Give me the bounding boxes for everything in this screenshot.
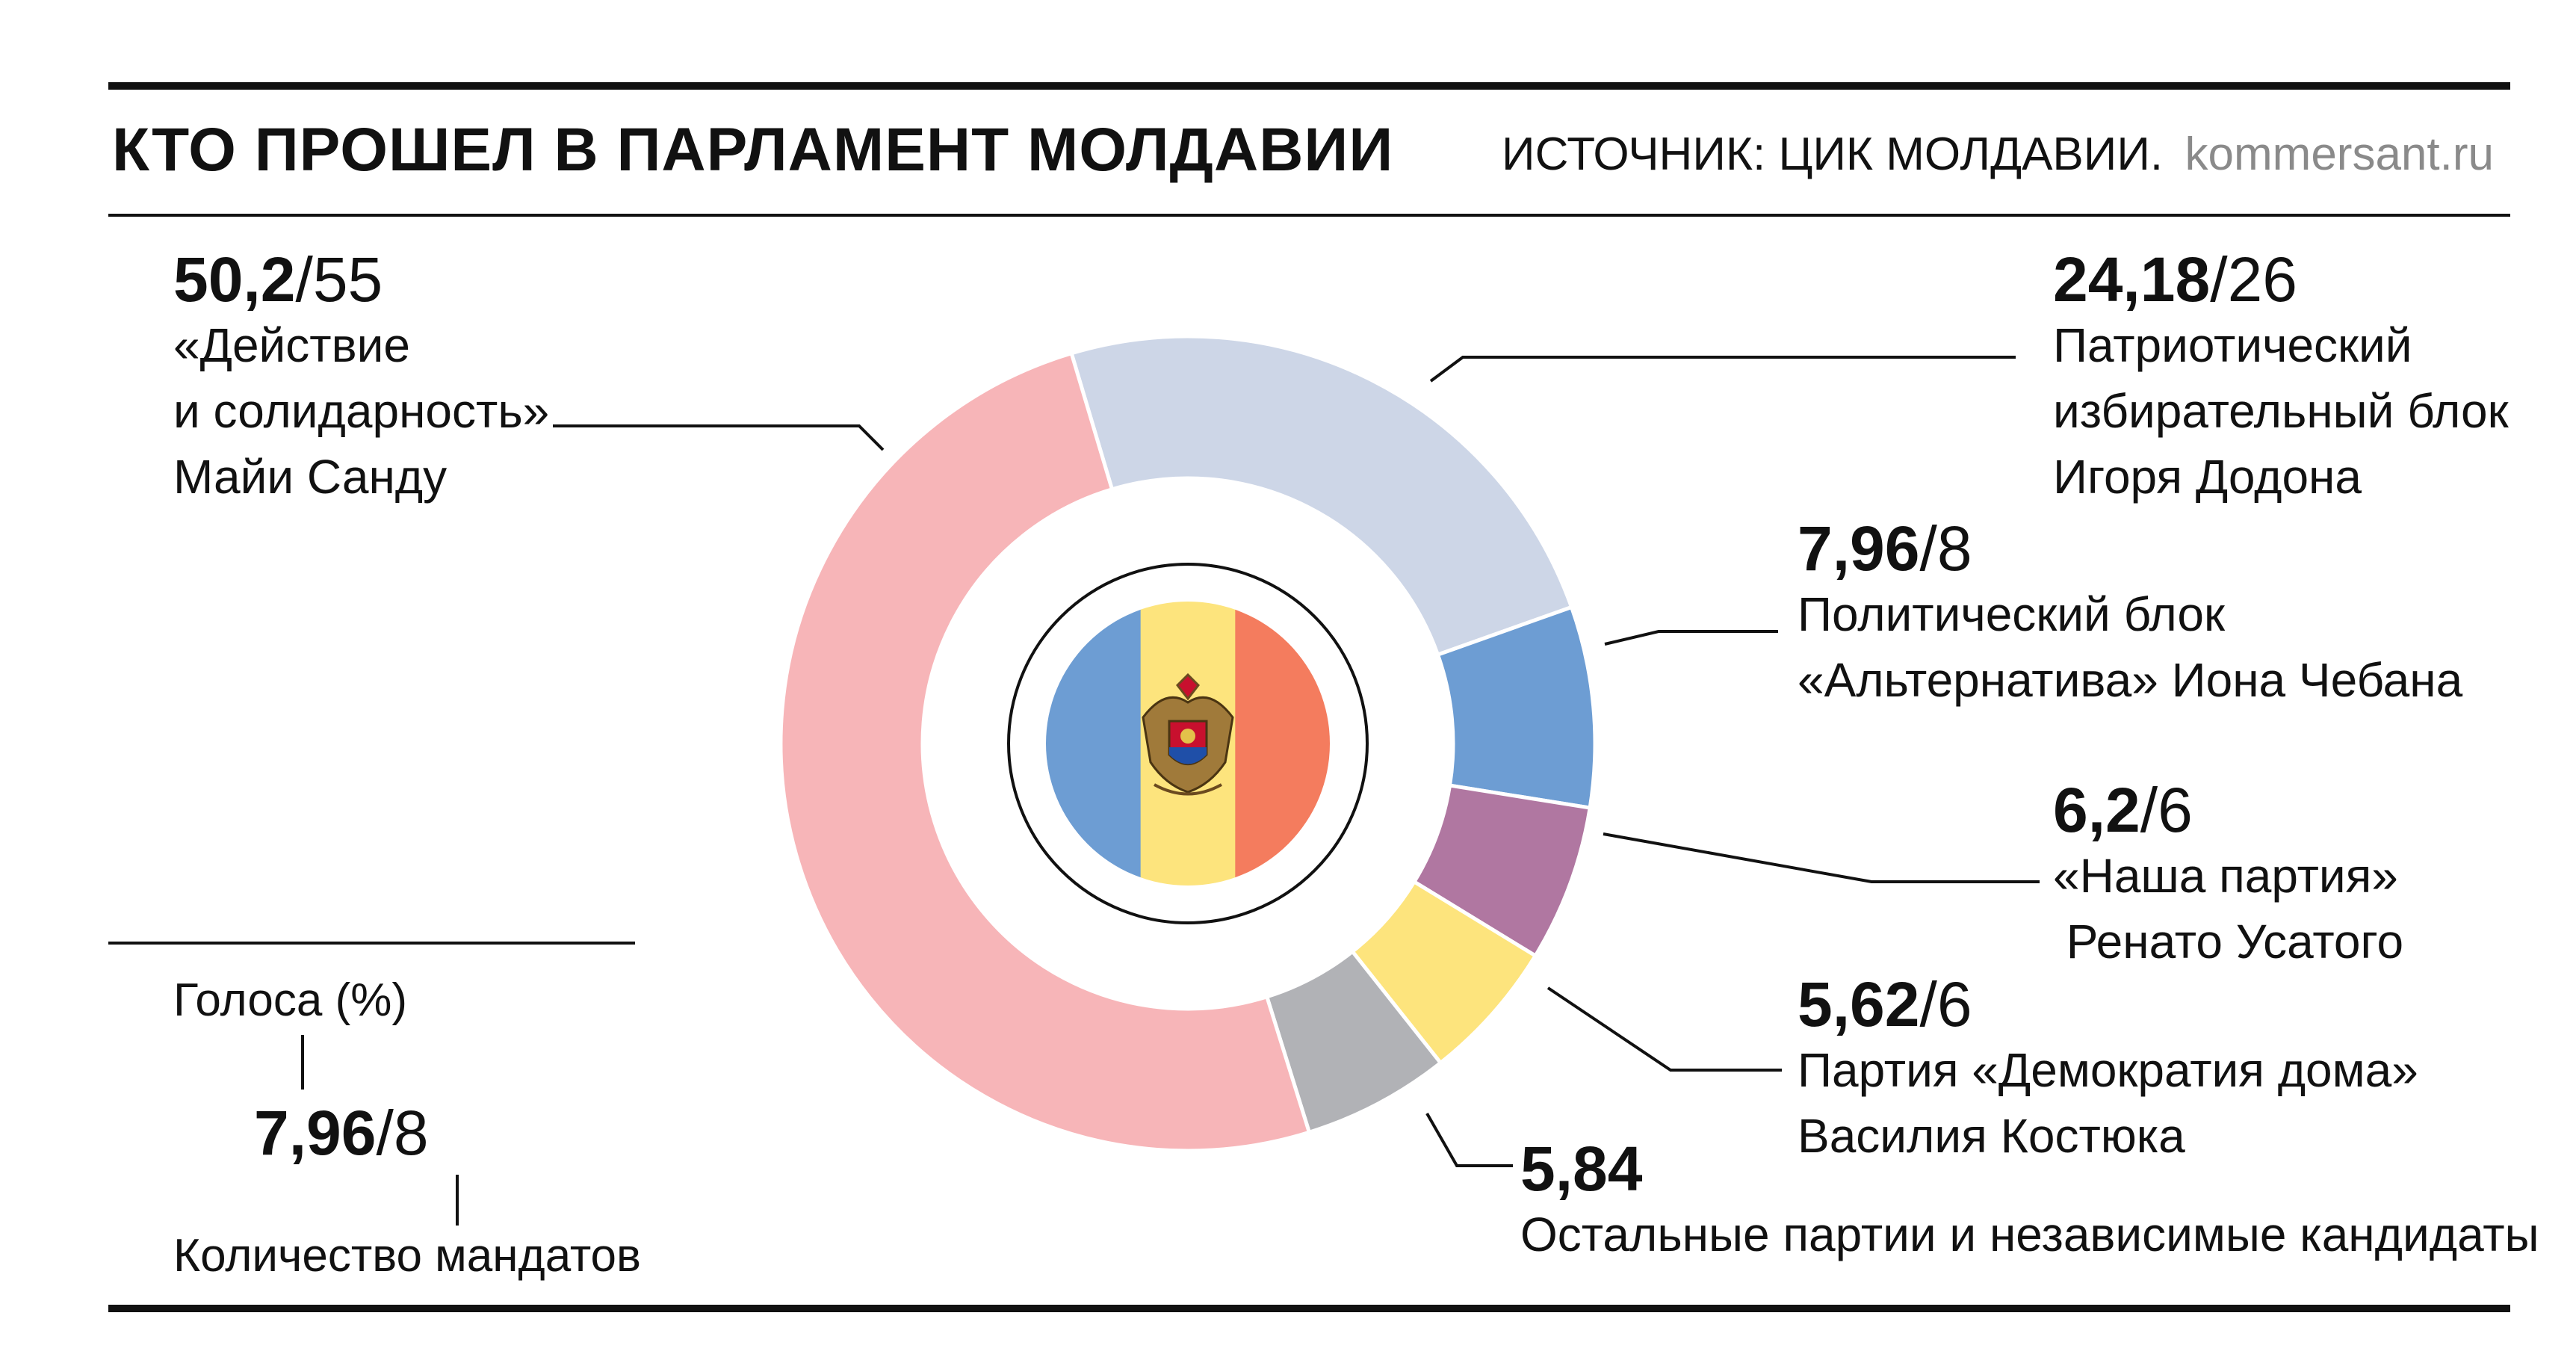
label-pas: 50,2/55 «Действие и солидарность» Майи С… xyxy=(173,247,549,510)
desc-other-1: Остальные партии и независимые кандидаты xyxy=(1520,1208,2539,1262)
leader-alt xyxy=(1604,630,1778,646)
seats-pas: 55 xyxy=(312,244,383,315)
slice-pas xyxy=(778,350,1312,1153)
seats-bep: 26 xyxy=(2227,244,2297,315)
seats-alt: 8 xyxy=(1936,513,1972,584)
legend-seats-label: Количество мандатов xyxy=(173,1230,641,1282)
desc-np-1: «Наша партия» xyxy=(2053,849,2398,903)
desc-bep-3: Игоря Додона xyxy=(2053,450,2362,504)
seats-np: 6 xyxy=(2158,775,2193,845)
coat-of-arms-icon xyxy=(1142,673,1234,796)
label-np: 6,2/6 «Наша партия» Ренато Усатого xyxy=(2053,777,2403,974)
legend-pct: 7,96 xyxy=(254,1098,377,1168)
pct-other: 5,84 xyxy=(1520,1134,1643,1204)
pct-dd: 5,62 xyxy=(1798,969,1920,1039)
seats-dd: 6 xyxy=(1936,969,1972,1039)
bottom-rule xyxy=(108,1305,2510,1312)
pct-alt: 7,96 xyxy=(1798,513,1920,584)
legend-rule xyxy=(108,942,635,945)
desc-dd-1: Партия «Демократия дома» xyxy=(1798,1043,2418,1098)
desc-alt-1: Политический блок xyxy=(1798,587,2225,642)
desc-pas-3: Майи Санду xyxy=(173,450,448,504)
leader-pas xyxy=(553,424,885,451)
leader-bep xyxy=(1429,356,2016,383)
legend-seats: 8 xyxy=(393,1098,429,1168)
desc-dd-2: Василия Костюка xyxy=(1798,1109,2185,1163)
leader-np xyxy=(1603,832,2040,883)
desc-pas-1: «Действие xyxy=(173,318,410,373)
leader-dd xyxy=(1546,986,1782,1072)
desc-bep-2: избирательный блок xyxy=(2053,384,2509,439)
source-text: ИСТОЧНИК: ЦИК МОЛДАВИИ. xyxy=(1502,129,2164,180)
pct-pas: 50,2 xyxy=(173,244,296,315)
desc-alt-2: «Альтернатива» Иона Чебана xyxy=(1798,653,2463,708)
desc-bep-1: Патриотический xyxy=(2053,318,2412,373)
desc-pas-2: и солидарность» xyxy=(173,384,550,439)
chart-title: КТО ПРОШЕЛ В ПАРЛАМЕНТ МОЛДАВИИ xyxy=(112,116,1394,184)
legend-votes-label: Голоса (%) xyxy=(173,974,408,1026)
header-rule xyxy=(108,214,2510,217)
legend-value: 7,96/8 xyxy=(254,1098,429,1168)
label-alt: 7,96/8 Политический блок «Альтернатива» … xyxy=(1798,516,2462,713)
site-link[interactable]: kommersant.ru xyxy=(2185,129,2494,180)
moldova-flag-icon xyxy=(1046,602,1330,886)
leader-other xyxy=(1425,1113,1513,1167)
top-rule xyxy=(108,82,2510,90)
pct-np: 6,2 xyxy=(2053,775,2140,845)
pct-bep: 24,18 xyxy=(2053,244,2211,315)
slice-bep xyxy=(1069,334,1574,658)
label-other: 5,84 Остальные партии и независимые канд… xyxy=(1520,1136,2539,1267)
label-dd: 5,62/6 Партия «Демократия дома» Василия … xyxy=(1798,971,2418,1169)
label-bep: 24,18/26 Патриотический избирательный бл… xyxy=(2053,247,2509,510)
desc-np-2: Ренато Усатого xyxy=(2053,915,2404,969)
